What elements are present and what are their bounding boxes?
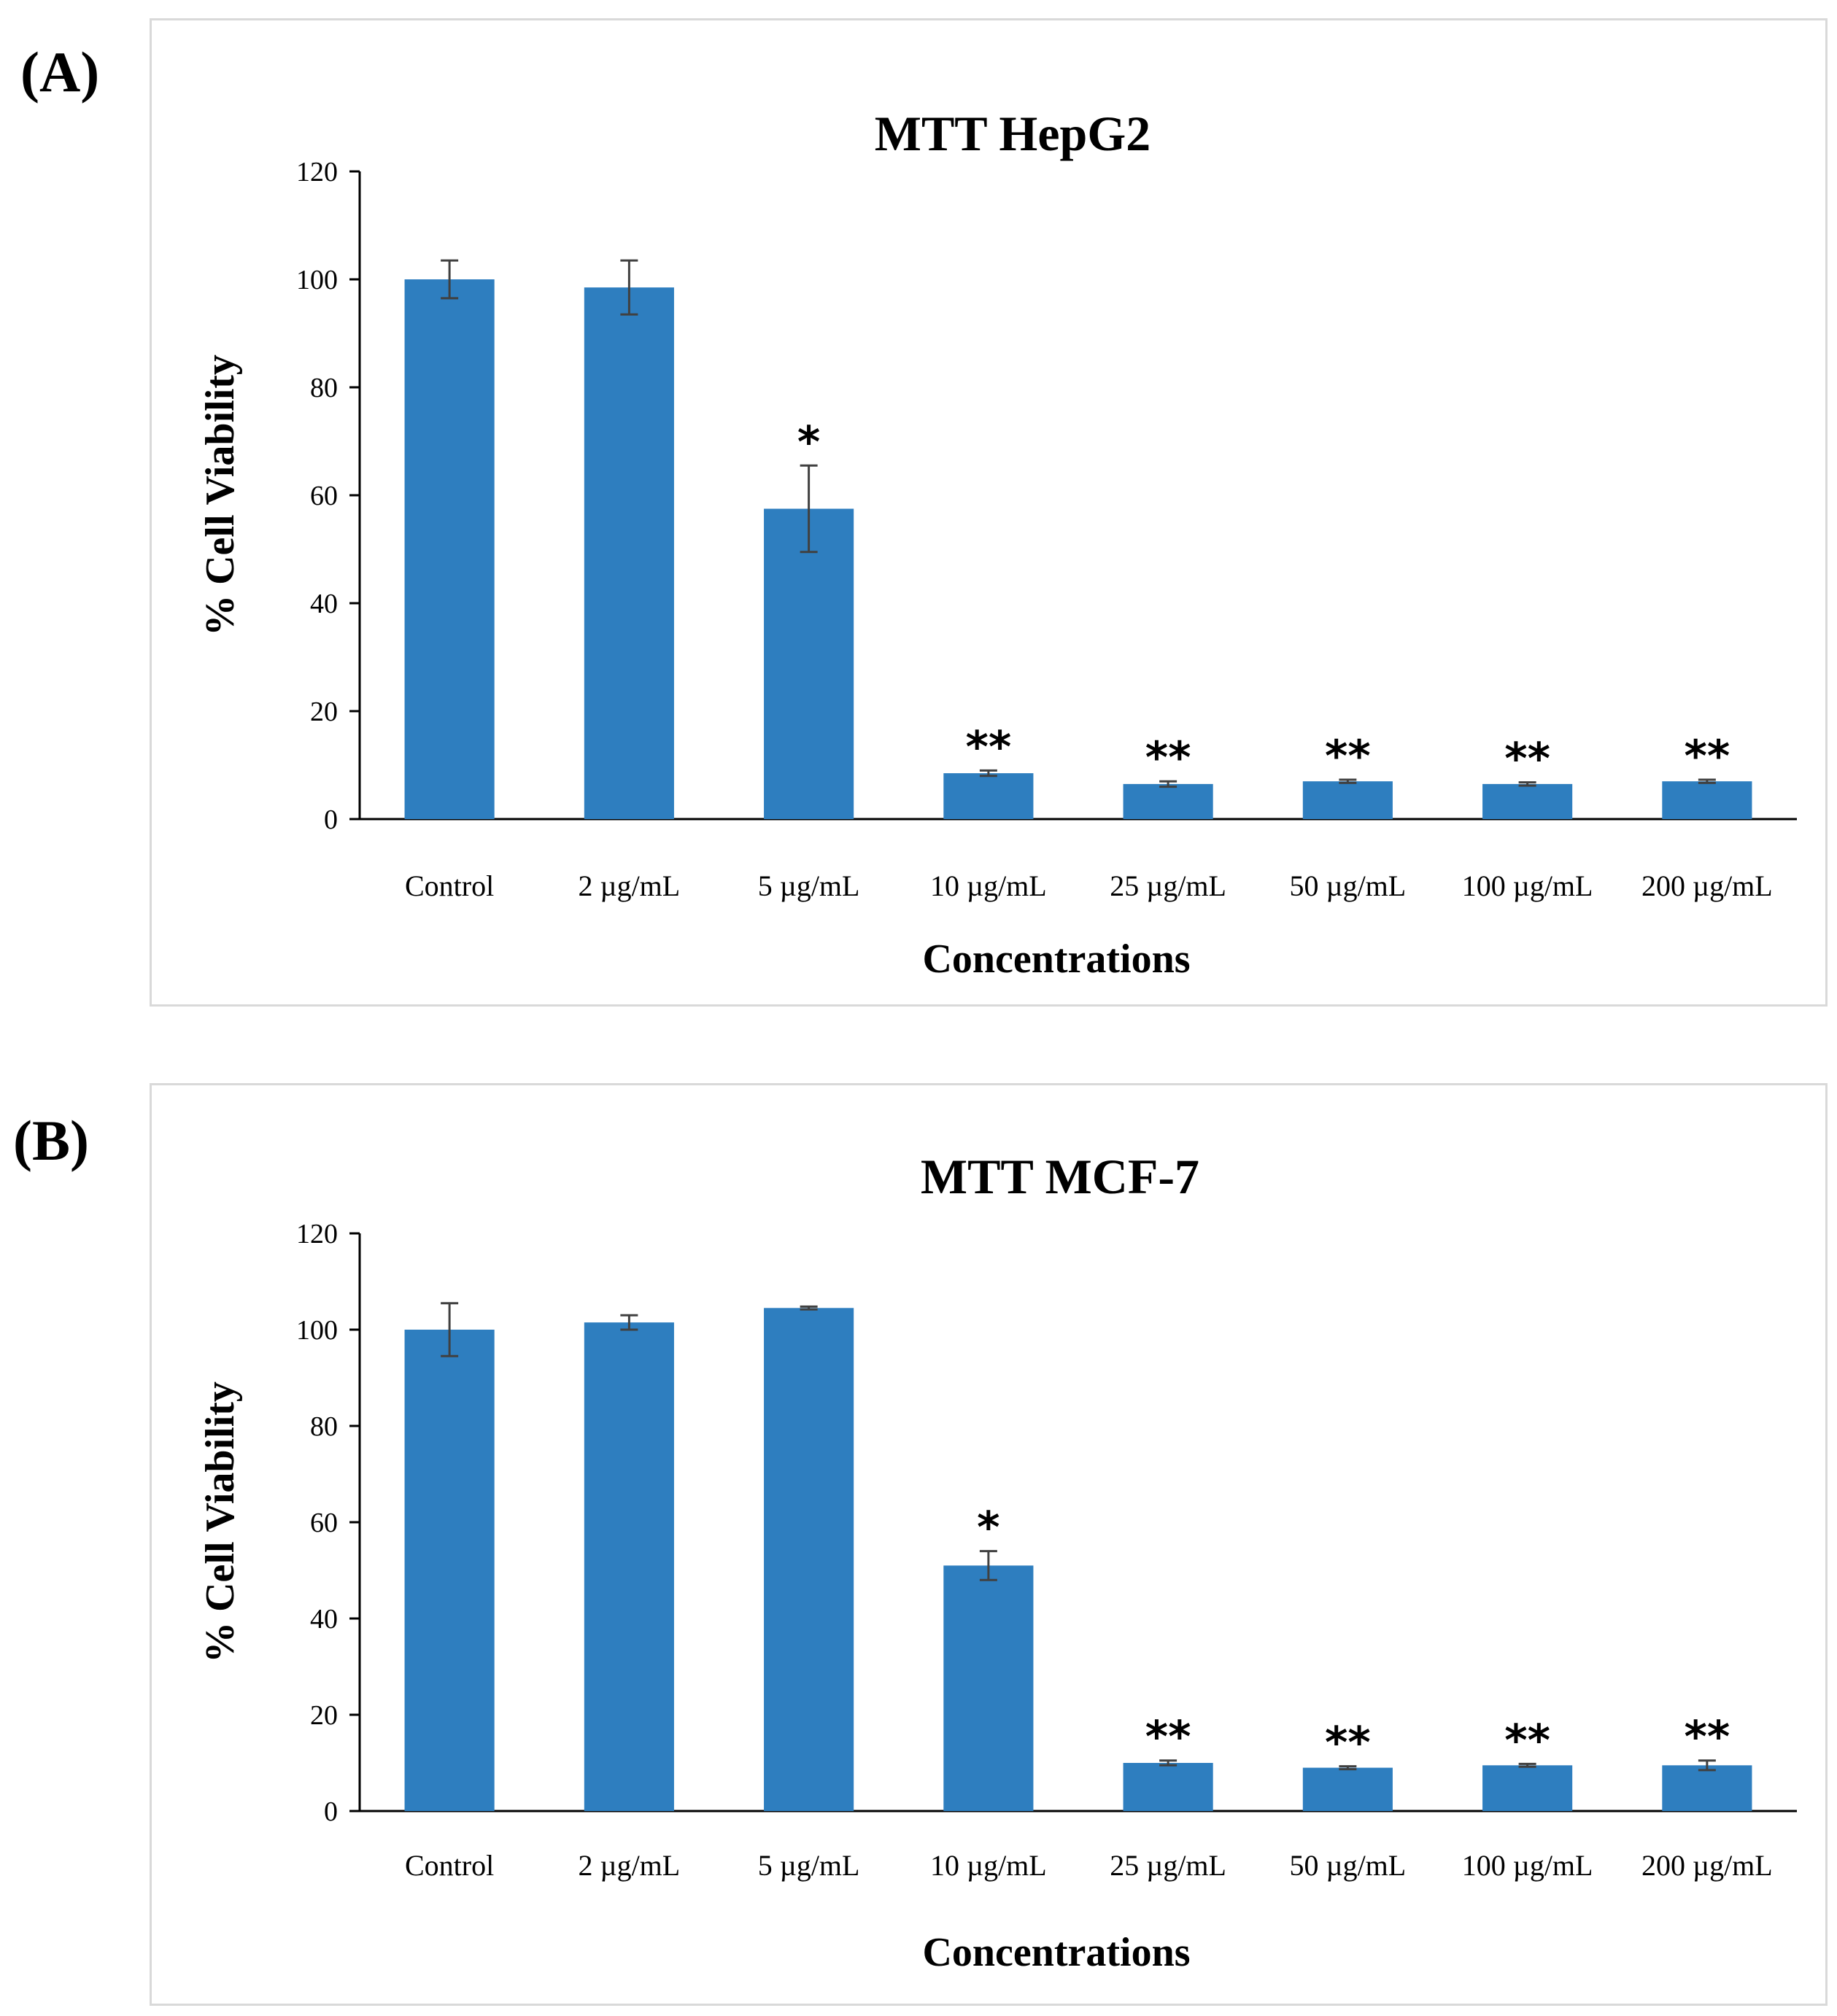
panel-a-letter: (A) — [20, 40, 100, 104]
category-label: 50 µg/mL — [1290, 1849, 1407, 1882]
significance-marker: ** — [1325, 731, 1371, 782]
y-tick-label: 100 — [296, 1315, 338, 1346]
bar — [404, 1330, 495, 1811]
category-label: 5 µg/mL — [758, 869, 860, 902]
y-tick-label: 60 — [310, 1508, 338, 1538]
significance-marker: ** — [1504, 734, 1550, 785]
significance-marker: ** — [1684, 1712, 1730, 1763]
y-tick-label: 100 — [296, 265, 338, 295]
category-label: 2 µg/mL — [579, 869, 681, 902]
category-label: 2 µg/mL — [579, 1849, 681, 1882]
chart-title-b: MTT MCF-7 — [921, 1149, 1199, 1204]
x-axis-label: Concentrations — [922, 1930, 1190, 1975]
significance-marker: ** — [1325, 1718, 1371, 1769]
y-tick-label: 60 — [310, 481, 338, 511]
y-tick-label: 0 — [324, 805, 338, 835]
category-label: 10 µg/mL — [930, 869, 1047, 902]
chart-frame-b: MTT MCF-7 0 20 40 60 80 100 120 % Cell Viability… — [150, 1083, 1828, 2006]
category-label: 10 µg/mL — [930, 1849, 1047, 1882]
y-tick-label: 80 — [310, 1411, 338, 1442]
category-label: 200 µg/mL — [1641, 869, 1773, 902]
bar — [1482, 783, 1573, 819]
chart-a: MTT HepG2 0 20 40 60 80 100 120 % Cell Viability… — [198, 106, 1797, 982]
category-label: 25 µg/mL — [1110, 1849, 1226, 1882]
significance-marker: ** — [1684, 731, 1730, 782]
y-tick-label: 80 — [310, 373, 338, 403]
significance-marker: * — [977, 1503, 999, 1554]
bar — [1662, 781, 1752, 819]
panel-b-letter: (B) — [13, 1109, 89, 1172]
y-tick-label: 0 — [324, 1796, 338, 1827]
chart-title-a: MTT HepG2 — [875, 106, 1150, 161]
bar — [1302, 781, 1393, 819]
y-tick-label: 40 — [310, 589, 338, 619]
chart-frame-a: MTT HepG2 0 20 40 60 80 100 120 % Cell Viability… — [150, 18, 1828, 1007]
bar — [404, 279, 495, 819]
y-axis-label: % Cell Viability — [198, 1381, 243, 1663]
category-label: Control — [405, 869, 494, 902]
bar — [1123, 783, 1213, 819]
category-label: 100 µg/mL — [1462, 1849, 1593, 1882]
y-axis-label: % Cell Viability — [198, 354, 243, 636]
y-tick-label: 120 — [296, 1219, 338, 1249]
bar — [1662, 1765, 1752, 1811]
category-label: 100 µg/mL — [1462, 869, 1593, 902]
y-tick-label: 20 — [310, 1700, 338, 1731]
category-label: Control — [405, 1849, 494, 1882]
significance-marker: ** — [965, 721, 1011, 772]
bar — [1482, 1765, 1573, 1811]
significance-marker: ** — [1145, 732, 1191, 783]
chart-b: MTT MCF-7 0 20 40 60 80 100 120 % Cell Viability… — [198, 1149, 1797, 1975]
bar — [764, 1308, 854, 1811]
x-axis-label: Concentrations — [922, 937, 1190, 982]
y-tick-label: 40 — [310, 1604, 338, 1635]
bar — [764, 508, 854, 819]
category-label: 5 µg/mL — [758, 1849, 860, 1882]
bar — [1302, 1767, 1393, 1811]
significance-marker: ** — [1145, 1712, 1191, 1763]
y-tick-label: 20 — [310, 697, 338, 727]
bar — [943, 773, 1034, 819]
significance-marker: * — [797, 416, 820, 468]
bar — [584, 287, 674, 820]
category-label: 25 µg/mL — [1110, 869, 1226, 902]
significance-marker: ** — [1504, 1715, 1550, 1766]
bar — [943, 1565, 1034, 1811]
bar — [1123, 1763, 1213, 1811]
y-tick-label: 120 — [296, 157, 338, 187]
bar — [584, 1322, 674, 1811]
category-label: 200 µg/mL — [1641, 1849, 1773, 1882]
category-label: 50 µg/mL — [1290, 869, 1407, 902]
